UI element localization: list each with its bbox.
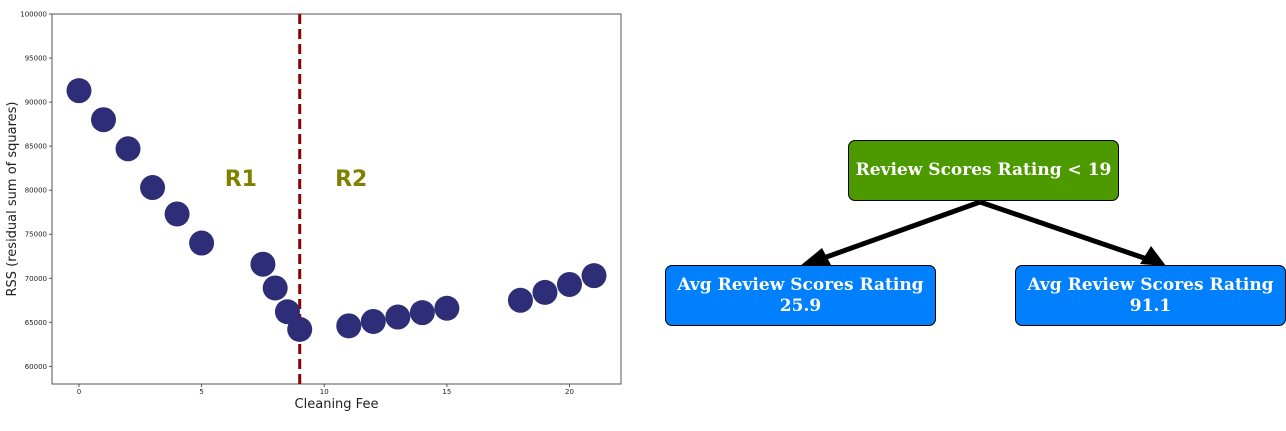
data-point (250, 251, 276, 277)
data-point (409, 300, 435, 326)
y-tick-label: 60000 (25, 363, 47, 371)
y-tick-label: 65000 (25, 319, 47, 327)
y-tick-label: 100000 (20, 11, 47, 19)
data-point (287, 316, 313, 342)
data-point (532, 279, 558, 305)
data-point (385, 304, 411, 330)
data-point (189, 230, 215, 256)
edge-right (979, 199, 1148, 262)
data-point (164, 201, 190, 227)
leaf-left-title: Avg Review Scores Rating (677, 274, 924, 295)
y-tick-label: 70000 (25, 275, 47, 283)
data-point (360, 308, 386, 334)
data-point (274, 299, 300, 325)
data-point (507, 287, 533, 313)
data-point (581, 263, 607, 289)
data-point (434, 295, 460, 321)
data-point (556, 271, 582, 297)
points-layer (66, 78, 607, 342)
edge-left (817, 199, 981, 263)
leaf-right-value: 91.1 (1129, 295, 1172, 316)
tree-leaf-right: Avg Review Scores Rating 91.1 (1015, 265, 1286, 326)
region-label: R2 (335, 167, 367, 192)
root-node-label: Review Scores Rating < 19 (855, 160, 1112, 180)
y-tick-label: 90000 (25, 99, 47, 107)
x-tick-label: 10 (320, 388, 329, 396)
x-tick-label: 15 (442, 388, 451, 396)
data-point (140, 175, 166, 201)
y-tick-label: 85000 (25, 143, 47, 151)
plot-frame (51, 13, 622, 385)
regions-layer: R1 R2 (225, 167, 368, 192)
y-axis-title: RSS (residual sum of squares) (5, 102, 20, 297)
x-tick-label: 20 (565, 388, 574, 396)
region-label: R1 (225, 167, 257, 192)
data-point (66, 78, 92, 104)
x-axis-title: Cleaning Fee (295, 397, 379, 412)
y-tick-label: 75000 (25, 231, 47, 239)
tree-leaf-left: Avg Review Scores Rating 25.9 (665, 265, 936, 326)
ticks-layer: 0 5 10 15 20 60000 65000 70000 75000 80000 85000 90… (20, 11, 574, 397)
arrowhead-left-icon (800, 248, 831, 266)
data-point (115, 136, 141, 162)
data-point (262, 275, 288, 301)
y-tick-label: 95000 (25, 55, 47, 63)
arrowhead-right-icon (1140, 246, 1166, 266)
rss-scatter-chart: 0 5 10 15 20 60000 65000 70000 75000 80000 85000 90… (5, 11, 622, 412)
x-tick-label: 0 (77, 388, 81, 396)
data-point (91, 107, 117, 133)
y-tick-label: 80000 (25, 187, 47, 195)
tree-root-node: Review Scores Rating < 19 (848, 140, 1119, 201)
leaf-left-value: 25.9 (779, 295, 822, 316)
leaf-right-title: Avg Review Scores Rating (1027, 274, 1274, 295)
x-tick-label: 5 (199, 388, 203, 396)
data-point (336, 313, 362, 339)
